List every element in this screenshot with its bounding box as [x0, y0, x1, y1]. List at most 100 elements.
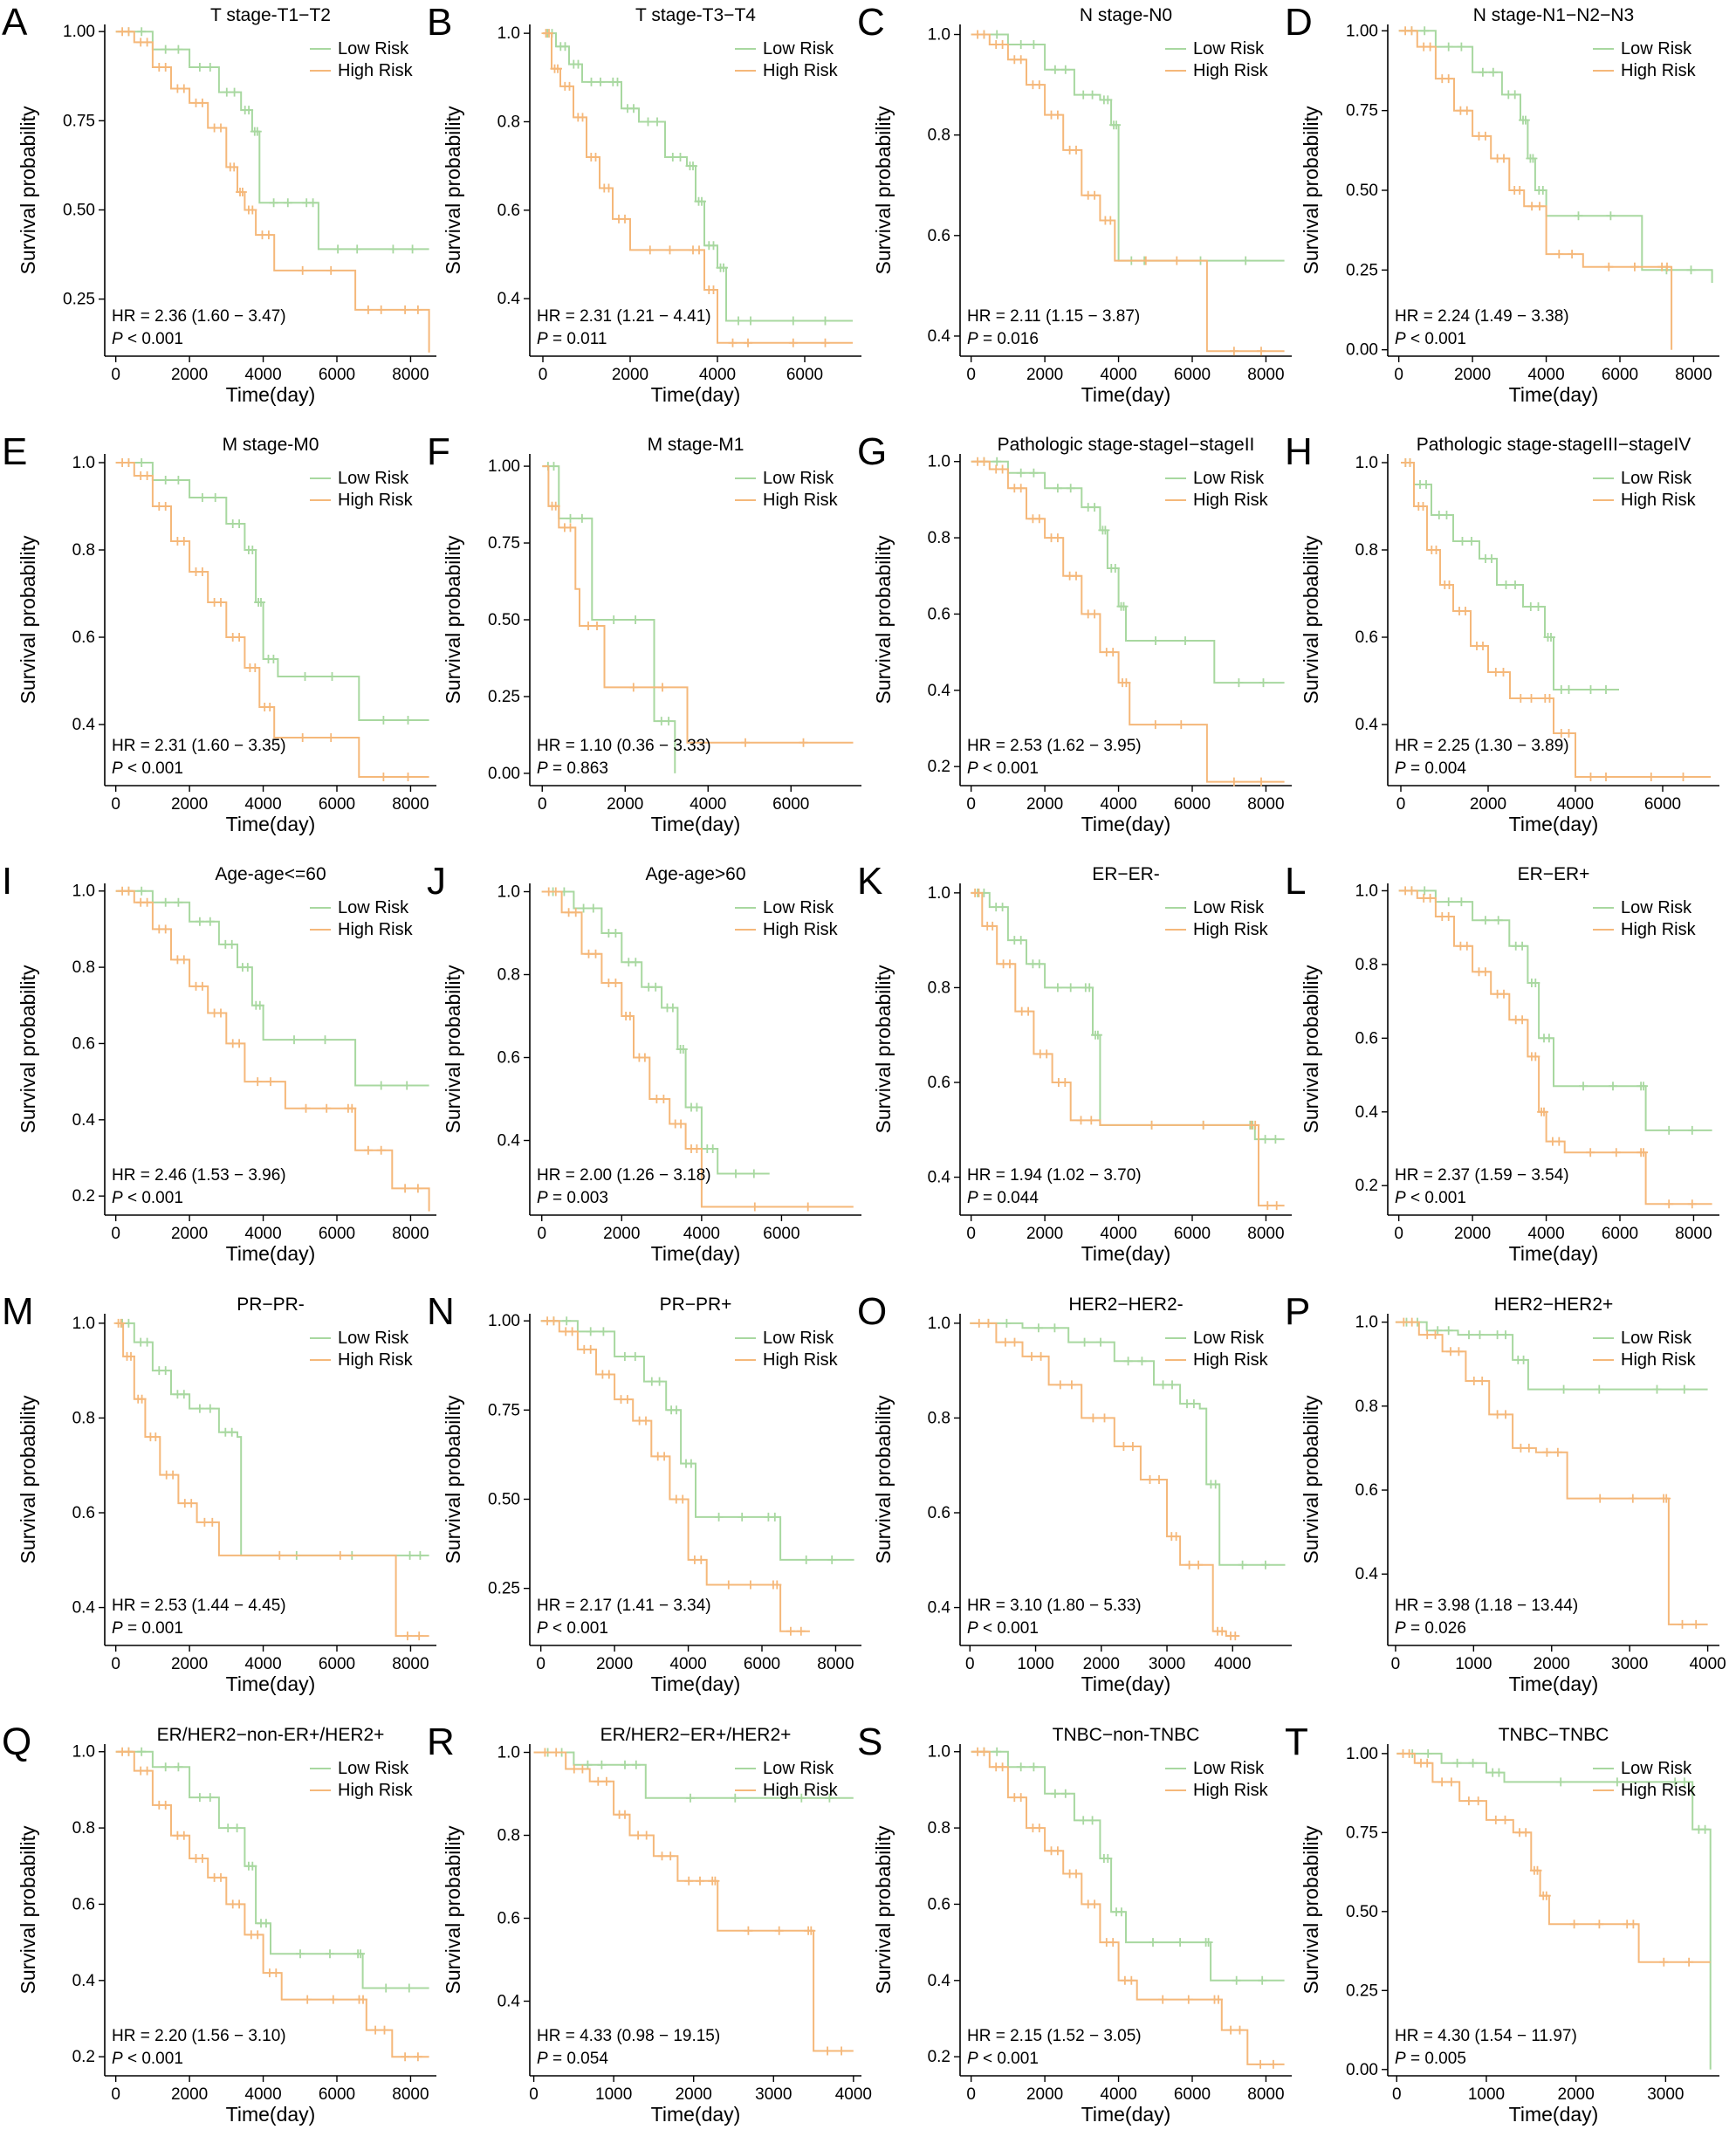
high-risk-censor-mark — [200, 1517, 209, 1527]
low-risk-censor-mark — [1016, 1762, 1026, 1772]
high-risk-censor-mark — [1226, 2025, 1236, 2035]
panel-letter: O — [857, 1290, 887, 1333]
y-tick-label: 0.4 — [928, 1972, 951, 1990]
high-risk-curve — [541, 890, 854, 1208]
legend-label-low-risk: Low Risk — [1621, 1759, 1692, 1778]
panel-G: G Pathologic stage-stageI−stageII 0 2000 400… — [857, 430, 1292, 835]
low-risk-censor-mark — [1687, 1125, 1697, 1135]
low-risk-censor-mark — [731, 1169, 740, 1178]
high-risk-censor-mark — [1542, 1447, 1552, 1457]
y-tick-label: 0.50 — [488, 1490, 520, 1508]
high-risk-censor-mark — [1516, 694, 1526, 703]
panel-title: ER/HER2−ER+/HER2+ — [600, 1725, 792, 1745]
high-risk-censor-mark — [659, 1095, 669, 1103]
p-value: = 0.016 — [978, 330, 1039, 348]
high-risk-censor-mark — [621, 1810, 629, 1819]
x-tick-label: 1000 — [595, 2085, 632, 2104]
high-risk-censor-mark — [235, 1899, 244, 1909]
y-tick-label: 0.75 — [1346, 1824, 1378, 1842]
low-risk-censor-mark — [244, 106, 254, 115]
panel-letter: T — [1285, 1721, 1308, 1763]
low-risk-censor-mark — [1534, 602, 1543, 611]
y-tick-label: 0.8 — [1355, 541, 1378, 560]
high-risk-censor-mark — [988, 921, 998, 931]
low-risk-censor-mark — [1181, 636, 1190, 645]
low-risk-censor-mark — [1119, 601, 1129, 611]
high-risk-censor-mark — [1172, 256, 1182, 265]
high-risk-censor-mark — [658, 683, 667, 692]
p-value: = 0.054 — [548, 2050, 609, 2068]
high-risk-censor-mark — [1251, 1120, 1260, 1130]
high-risk-curve — [1401, 462, 1711, 778]
p-symbol: P — [967, 330, 978, 348]
low-risk-censor-mark — [1050, 1789, 1060, 1798]
high-risk-censor-mark — [1516, 1443, 1526, 1453]
low-risk-censor-mark — [714, 1512, 724, 1521]
low-risk-censor-mark — [1258, 1975, 1267, 1985]
high-risk-censor-mark — [642, 1831, 651, 1840]
p-value: = 0.001 — [123, 1619, 183, 1638]
high-risk-censor-mark — [1229, 777, 1239, 787]
panel-letter: J — [427, 860, 446, 903]
p-symbol: P — [112, 759, 123, 778]
high-risk-censor-mark — [1257, 347, 1266, 356]
low-risk-censor-mark — [1531, 979, 1540, 987]
x-tick-label: 0 — [965, 1655, 975, 1673]
y-tick-label: 0.6 — [928, 227, 950, 245]
low-risk-censor-mark — [549, 462, 559, 471]
x-tick-label: 4000 — [244, 2085, 281, 2104]
high-risk-censor-mark — [1405, 458, 1415, 467]
high-risk-censor-mark — [237, 188, 247, 196]
legend-label-high-risk: High Risk — [338, 920, 414, 939]
panel-C: C N stage-N0 0 2000 4000 6000 8000 0.4 0.6 0.8 1.0… — [857, 1, 1292, 406]
x-tick-label: 6000 — [319, 1225, 355, 1243]
x-axis-label: Time(day) — [226, 1242, 316, 1265]
low-risk-censor-mark — [697, 196, 706, 206]
high-risk-censor-mark — [676, 1119, 686, 1129]
p-value-text: P = 0.011 — [537, 330, 607, 348]
high-risk-censor-mark — [401, 305, 410, 314]
x-tick-label: 2000 — [612, 366, 648, 384]
y-tick-label: 1.0 — [72, 1315, 95, 1333]
high-risk-censor-mark — [1663, 262, 1671, 271]
low-risk-censor-mark — [248, 1861, 257, 1871]
low-risk-censor-mark — [579, 903, 588, 913]
low-risk-curve — [542, 465, 676, 773]
high-risk-censor-mark — [1586, 773, 1595, 781]
low-risk-censor-mark — [708, 1144, 717, 1153]
low-risk-censor-mark — [1528, 154, 1538, 163]
panel-title: T stage-T1−T2 — [210, 5, 331, 25]
low-risk-censor-mark — [668, 153, 677, 161]
high-risk-censor-mark — [1478, 1377, 1487, 1385]
x-tick-label: 6000 — [1174, 1225, 1211, 1243]
low-risk-censor-mark — [1116, 1907, 1126, 1917]
low-risk-censor-mark — [672, 1405, 681, 1415]
y-tick-label: 0.8 — [928, 1409, 950, 1427]
high-risk-censor-mark — [744, 1926, 753, 1935]
high-risk-censor-mark — [1042, 1049, 1052, 1059]
hazard-ratio-text: HR = 1.10 (0.36 − 3.33) — [537, 737, 711, 755]
y-tick-label: 0.6 — [1355, 1029, 1378, 1048]
y-tick-label: 0.4 — [928, 1599, 951, 1618]
low-risk-censor-mark — [596, 77, 605, 86]
panel-B: B T stage-T3−T4 0 2000 4000 6000 0.4 0.6 0.8 1.0 T… — [427, 1, 861, 406]
y-tick-label: 0.6 — [928, 1504, 950, 1522]
low-risk-censor-mark — [1420, 886, 1430, 896]
high-risk-censor-mark — [197, 1854, 207, 1863]
panel-D: D N stage-N1−N2−N3 0 2000 4000 6000 8000 0.00 0.… — [1285, 1, 1719, 406]
low-risk-censor-mark — [1457, 42, 1466, 52]
low-risk-censor-mark — [651, 982, 661, 992]
high-risk-censor-mark — [728, 338, 738, 347]
y-tick-label: 0.8 — [497, 113, 520, 131]
panel-J: J Age-age>60 0 2000 4000 6000 0.4 0.6 0.8 1.0 Time… — [427, 860, 861, 1265]
low-risk-censor-mark — [1444, 897, 1453, 907]
high-risk-censor-mark — [402, 1631, 412, 1641]
low-risk-censor-mark — [631, 615, 641, 624]
low-risk-censor-mark — [678, 1045, 688, 1054]
y-tick-label: 0.4 — [72, 1972, 96, 1990]
x-tick-label: 4000 — [1214, 1655, 1251, 1673]
low-risk-censor-mark — [1112, 120, 1121, 130]
low-risk-censor-mark — [195, 1793, 204, 1803]
high-risk-censor-mark — [1500, 1815, 1510, 1824]
high-risk-censor-mark — [208, 1517, 217, 1527]
